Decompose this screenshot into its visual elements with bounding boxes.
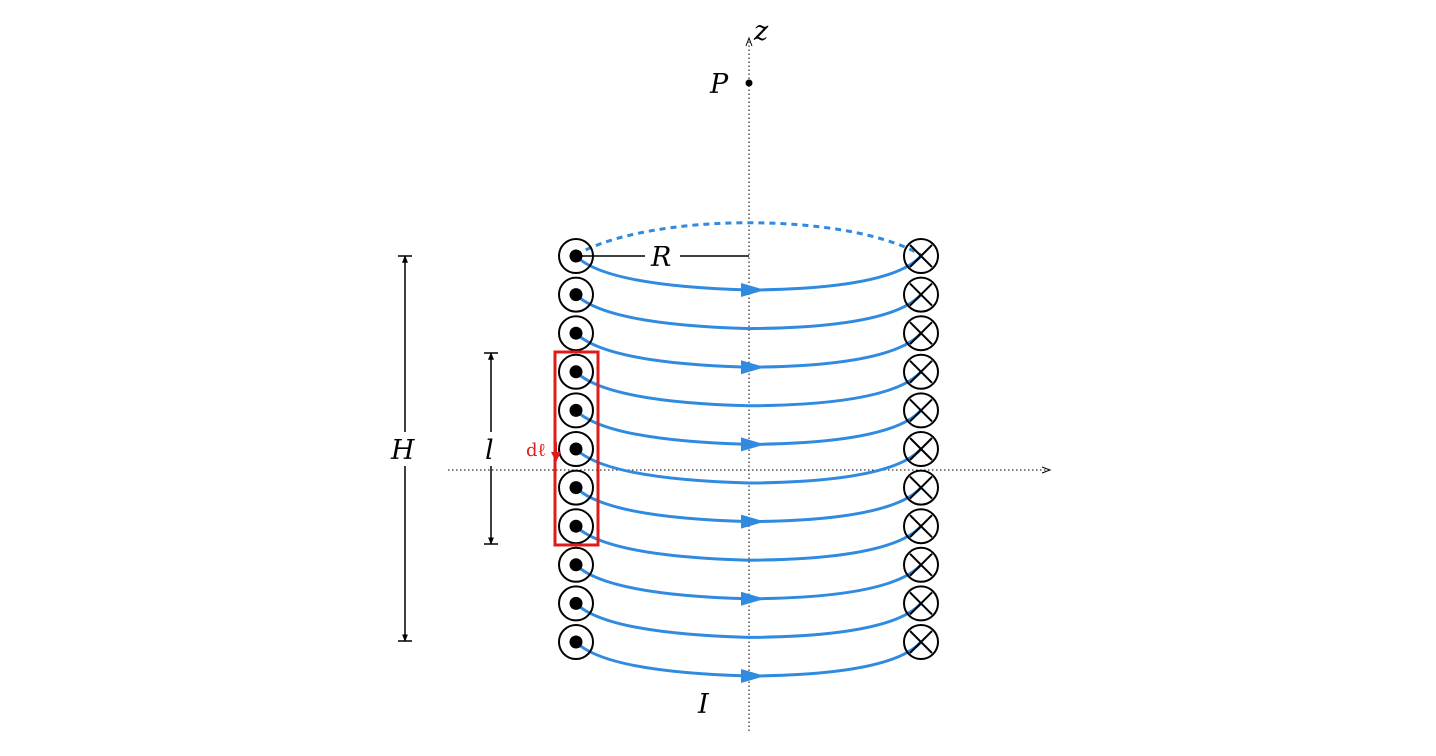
height-label: H: [390, 435, 415, 466]
coil-front-arc: [574, 447, 923, 485]
length-label: l: [485, 435, 494, 466]
coil-front-arc: [574, 409, 923, 446]
wire-out-of-page-icon: [558, 508, 594, 545]
current-direction-arrow: [741, 514, 765, 529]
coil-top-back-arc: [575, 221, 922, 257]
wire-out-of-page-icon: [558, 315, 594, 352]
z-axis-label: z: [753, 16, 769, 47]
z-axis-arrowhead: [745, 36, 753, 47]
point-p-marker: [745, 79, 753, 87]
coil-front-arc: [574, 254, 923, 292]
wire-into-page-icon: [903, 585, 939, 622]
wire-out-of-page-icon: [558, 353, 594, 390]
coil-front-arc: [574, 602, 923, 639]
coil-front-arc: [574, 370, 923, 408]
current-direction-arrow: [741, 283, 765, 297]
coil-windings: [574, 254, 923, 683]
point-p-label: P: [709, 69, 729, 100]
coil-front-arc: [574, 293, 923, 331]
radius-label: R: [650, 242, 671, 273]
coil-front-arc: [574, 486, 923, 524]
wire-into-page-icon: [903, 315, 939, 352]
current-label: I: [697, 689, 710, 720]
wire-out-of-page-icon: [558, 276, 594, 313]
current-direction-arrow: [741, 591, 765, 606]
wire-into-page-icon: [903, 276, 939, 313]
wire-into-page-icon: [903, 353, 939, 390]
coil-front-arc: [574, 525, 923, 562]
wire-into-page-icon: [903, 546, 939, 583]
wire-into-page-icon: [903, 238, 939, 274]
wire-out-of-page-icon: [558, 546, 594, 583]
wire-into-page-icon: [903, 392, 939, 429]
wire-into-page-icon: [903, 469, 939, 506]
horizontal-axis-arrowhead: [1041, 466, 1052, 474]
wire-out-of-page-icon: [558, 585, 594, 622]
current-direction-arrow: [741, 437, 765, 452]
wire-into-page-icon: [903, 624, 939, 660]
line-element-label: dℓ: [526, 440, 546, 461]
current-direction-arrow: [741, 360, 765, 375]
wire-into-page-icon: [903, 508, 939, 545]
wire-cross-sections: [558, 238, 939, 660]
wire-out-of-page-icon: [558, 392, 594, 429]
wire-out-of-page-icon: [558, 431, 594, 467]
wire-out-of-page-icon: [558, 469, 594, 506]
current-direction-arrow: [741, 669, 765, 683]
wire-into-page-icon: [903, 431, 939, 467]
wire-out-of-page-icon: [558, 624, 594, 660]
